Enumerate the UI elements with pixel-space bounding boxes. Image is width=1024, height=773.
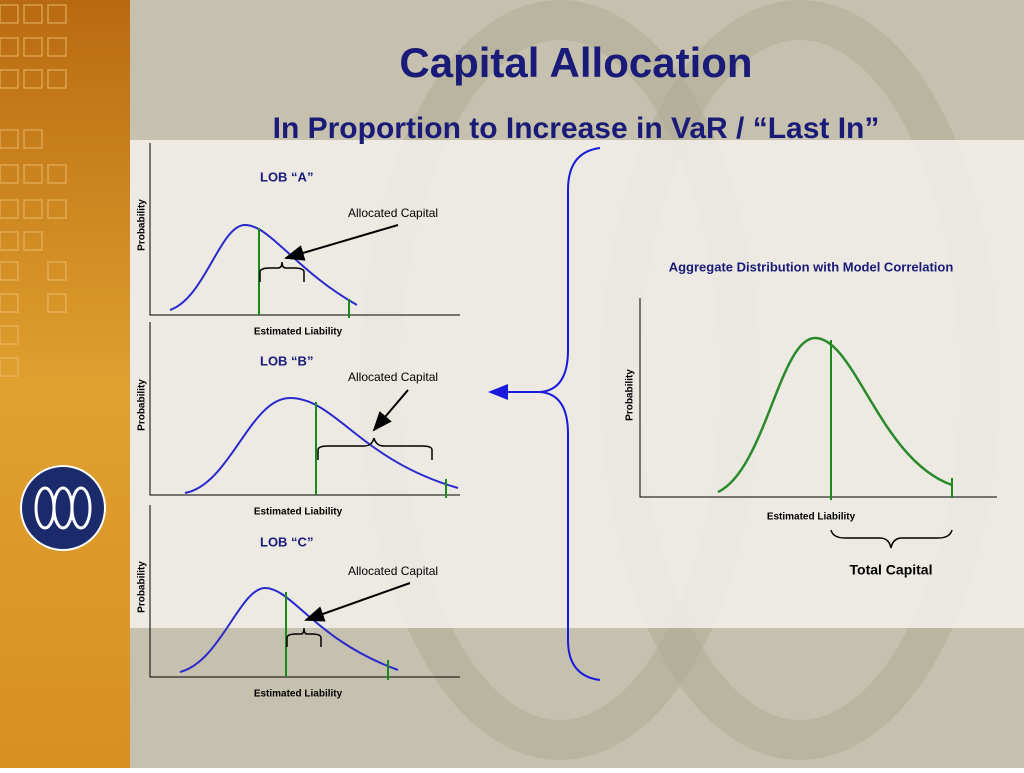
aggregate-panel: Aggregate Distribution with Model Correl… [625, 259, 997, 578]
panel-label: LOB “A” [260, 169, 313, 184]
panel-b: LOB “B” Allocated Capital Probability Es… [137, 322, 460, 518]
axis [149, 505, 460, 678]
arrow [372, 389, 409, 432]
x-axis-label: Estimated Liability [767, 512, 856, 523]
curve [184, 396, 459, 494]
logo-mark [34, 486, 92, 530]
x-axis-label: Estimated Liability [254, 327, 343, 338]
y-axis-label: Probability [137, 379, 148, 431]
annotation: Total Capital [850, 562, 933, 578]
curve [179, 586, 399, 673]
aggregate-title: Aggregate Distribution with Model Correl… [669, 259, 954, 274]
axis [149, 322, 460, 496]
x-axis-label: Estimated Liability [254, 689, 343, 700]
panel-c: LOB “C” Allocated Capital Probability Es… [137, 505, 460, 700]
content-band [130, 140, 1024, 628]
brace [259, 261, 305, 282]
brace [830, 529, 953, 549]
arrow [304, 582, 411, 622]
side-pattern [0, 4, 67, 377]
annotation: Allocated Capital [348, 370, 438, 384]
y-axis-label: Probability [625, 369, 636, 421]
panel-label: LOB “C” [260, 534, 313, 549]
panel-a: LOB “A” Allocated Capital Probability Es… [137, 143, 460, 338]
big-brace [539, 147, 601, 681]
axis [639, 298, 997, 498]
curve [717, 336, 953, 494]
x-axis-label: Estimated Liability [254, 507, 343, 518]
panel-label: LOB “B” [260, 353, 313, 368]
logo [20, 465, 106, 551]
brace [317, 437, 433, 460]
arrow [284, 224, 399, 261]
side-strip [0, 0, 130, 768]
annotation: Allocated Capital [348, 564, 438, 578]
y-axis-label: Probability [137, 199, 148, 251]
curve [169, 223, 358, 311]
y-axis-label: Probability [137, 561, 148, 613]
annotation: Allocated Capital [348, 206, 438, 220]
subtitle: In Proportion to Increase in VaR / “Last… [273, 112, 880, 145]
axis [149, 143, 460, 316]
title: Capital Allocation [399, 39, 752, 86]
brace [286, 627, 322, 647]
